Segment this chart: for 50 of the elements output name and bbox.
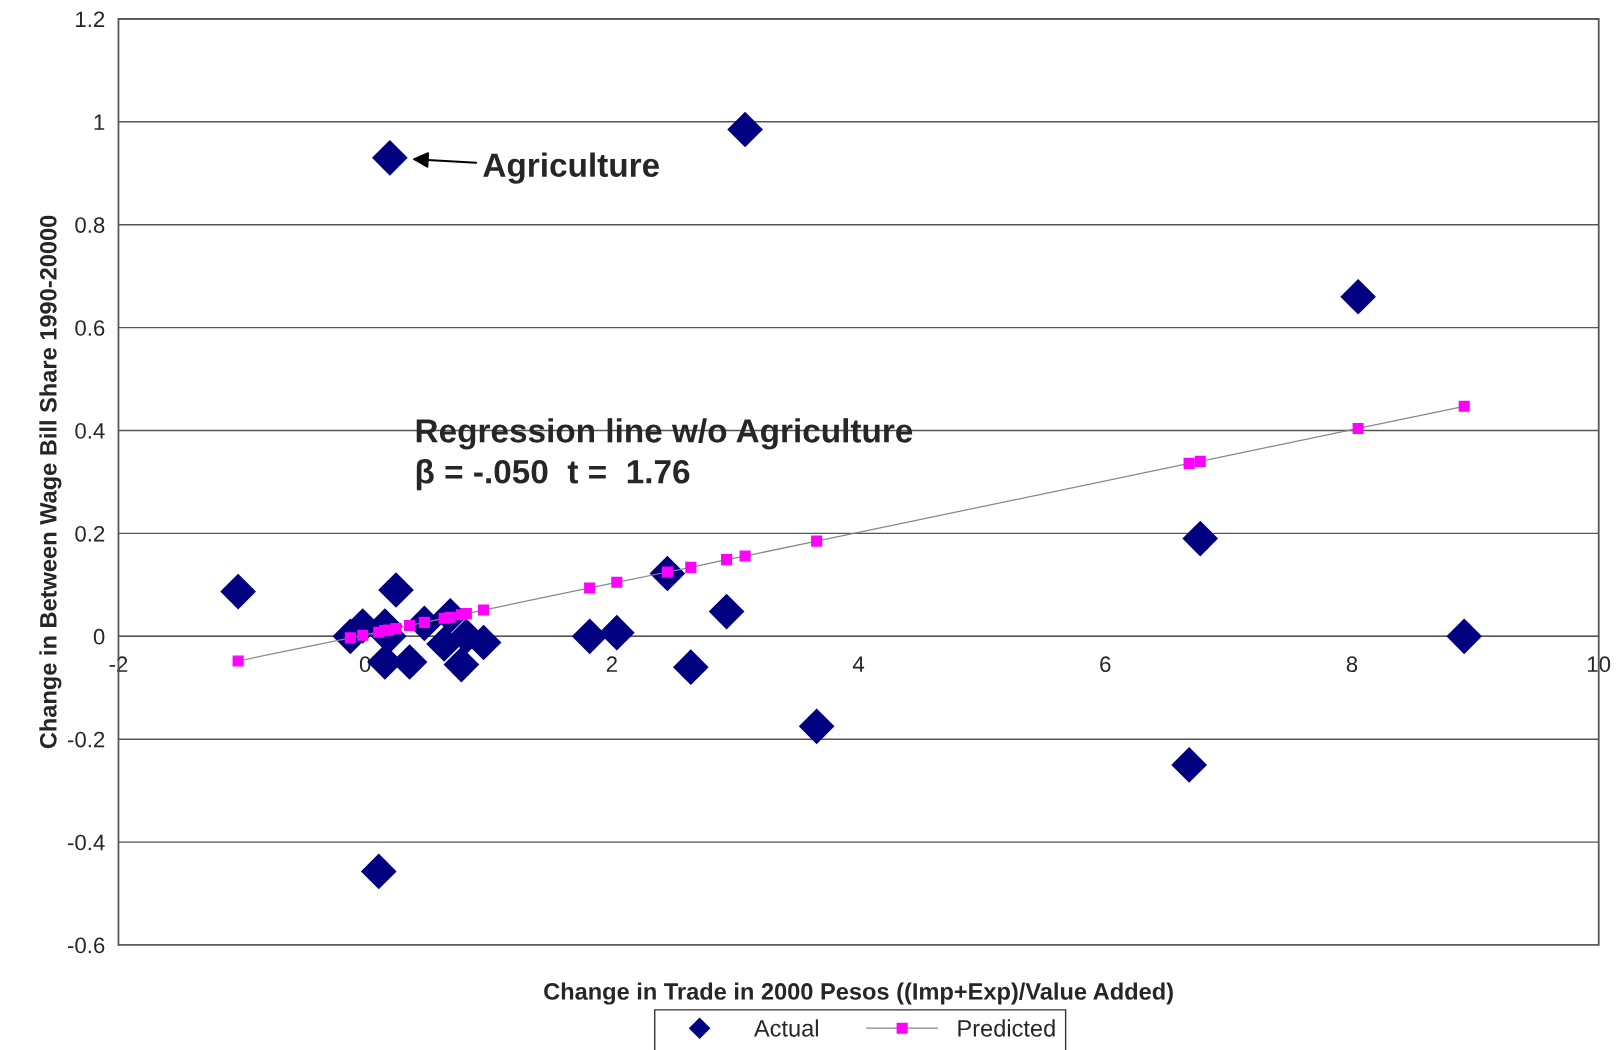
x-tick-label: 2 xyxy=(606,656,617,672)
y-tick-label: 0.8 xyxy=(75,217,105,233)
point xyxy=(1182,520,1219,557)
point xyxy=(390,623,402,635)
point xyxy=(404,619,416,632)
y-tick-label: -0.6 xyxy=(67,937,105,954)
point xyxy=(1458,400,1470,412)
y-tick-label: 1 xyxy=(94,114,105,130)
point xyxy=(727,111,763,148)
point xyxy=(708,593,745,630)
point xyxy=(220,573,256,610)
point xyxy=(357,629,369,641)
point xyxy=(378,572,414,608)
point xyxy=(739,550,751,562)
point xyxy=(1340,278,1376,315)
legend-label: Predicted xyxy=(958,1019,1055,1037)
point xyxy=(372,139,408,176)
y-tick-label: 0.2 xyxy=(75,525,105,542)
point xyxy=(1352,422,1364,434)
point xyxy=(584,582,596,594)
y-tick-label: 0.6 xyxy=(75,320,105,336)
y-axis-title: Change in Between Wage Bill Share 1990-20000 xyxy=(39,215,62,749)
point xyxy=(571,618,608,655)
point xyxy=(811,535,823,547)
x-axis-title: Change in Trade in 2000 Pesos ((Imp+Exp)/Value Added) xyxy=(544,982,1173,1005)
point xyxy=(672,649,709,686)
point xyxy=(721,554,733,566)
y-tick-label: -0.2 xyxy=(67,731,105,748)
point xyxy=(611,576,623,588)
point xyxy=(598,614,635,651)
point xyxy=(1171,747,1207,783)
point xyxy=(798,708,835,745)
point xyxy=(443,646,480,683)
point xyxy=(460,608,472,620)
y-tick-label: 0 xyxy=(93,628,105,645)
x-tick-label: 8 xyxy=(1346,656,1358,673)
y-tick-label: -0.4 xyxy=(67,834,105,851)
legend-label: Actual xyxy=(753,1019,818,1037)
x-tick-label: 6 xyxy=(1100,656,1111,673)
point xyxy=(360,853,397,890)
x-tick-label: 4 xyxy=(852,656,865,672)
y-tick-label: 1.2 xyxy=(76,11,105,27)
point xyxy=(232,655,244,667)
point xyxy=(1194,455,1206,467)
annotation: Agriculture xyxy=(483,152,660,184)
point xyxy=(1446,618,1483,655)
y-tick-label: 0.4 xyxy=(75,423,105,439)
point xyxy=(478,604,490,616)
point xyxy=(685,561,697,573)
point xyxy=(1183,457,1195,469)
